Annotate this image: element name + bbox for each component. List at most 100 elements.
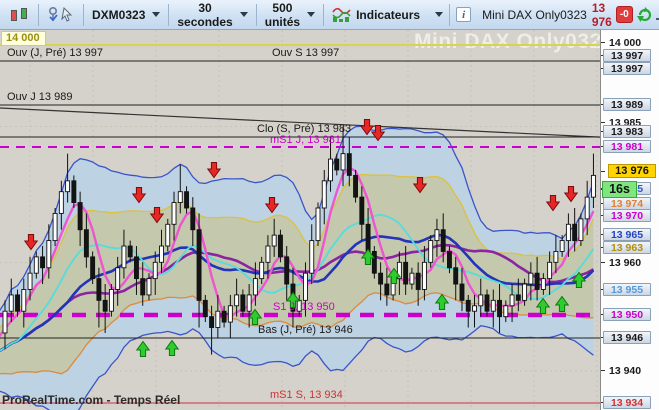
units-dropdown[interactable]: 500 unités: [258, 0, 322, 29]
candle-bear: [221, 310, 227, 323]
candle-bear: [484, 294, 490, 312]
axis-price-label: 13 946: [603, 330, 651, 344]
toolbar-separator: [83, 3, 84, 26]
buy-arrow-icon: [247, 308, 263, 325]
candle-bear: [202, 299, 208, 318]
candle-bear: [196, 229, 202, 301]
candle-bull: [309, 240, 315, 274]
price-chart-canvas[interactable]: [0, 30, 600, 410]
candle-bear: [365, 223, 371, 252]
candle-bear: [384, 283, 390, 296]
chevron-down-icon: [435, 12, 444, 17]
minimize-button[interactable]: [655, 5, 659, 25]
candle-bear: [459, 283, 465, 301]
chart-style-button[interactable]: [3, 2, 37, 28]
chevron-down-icon: [307, 12, 316, 17]
axis-price-label: 13 997: [603, 48, 651, 62]
candle-bull: [58, 191, 64, 214]
axis-tick: [601, 262, 605, 263]
indicators-button[interactable]: Indicateurs: [325, 2, 427, 28]
toolbar-separator: [449, 3, 451, 26]
candle-bull: [522, 283, 528, 301]
candle-bear: [77, 202, 83, 231]
candle-bull: [528, 272, 534, 285]
axis-price-label: 13 965: [603, 227, 651, 241]
buy-arrow-icon: [571, 271, 587, 288]
candle-bull: [490, 299, 496, 312]
ma-mid-cyan: [0, 213, 595, 352]
candle-bear: [184, 191, 189, 209]
sell-arrow-icon: [131, 187, 147, 204]
sell-arrow-icon: [370, 125, 386, 142]
axis-tick: [601, 122, 605, 123]
candle-bear: [96, 278, 102, 301]
candle-bear: [346, 153, 352, 176]
axis-tick: [601, 42, 605, 43]
level-label-box: 14 000: [1, 31, 46, 46]
axis-price-label: 14 000: [609, 36, 642, 49]
toolbar: DXM0323 30 secondes 500 unités Indicateu…: [0, 0, 659, 30]
toolbar-separator: [38, 3, 39, 26]
level-label: Ouv S 13 997: [272, 47, 340, 59]
sell-arrow-icon: [563, 186, 579, 203]
candle-bull: [321, 180, 327, 209]
candle-bear: [415, 272, 421, 290]
sell-arrow-icon: [149, 207, 165, 224]
axis-price-label: 13 989: [603, 97, 651, 111]
units-label: 500 unités: [264, 0, 301, 29]
candle-bear: [209, 316, 215, 328]
candle-bull: [590, 174, 596, 198]
bollinger-outer-upper: [0, 125, 595, 312]
candle-bull: [177, 191, 183, 204]
price-axis[interactable]: 14 000 13 985 13 960 13 940 13 997 13 997 13 9…: [600, 30, 659, 410]
buy-arrow-icon: [535, 297, 551, 314]
candle-bull: [46, 240, 52, 269]
candle-bull: [547, 261, 553, 280]
refresh-button[interactable]: [633, 2, 656, 28]
candle-bear: [190, 207, 196, 231]
candle-bear: [515, 294, 521, 301]
candle-bull: [409, 272, 415, 285]
candle-bull: [328, 158, 333, 182]
candle-bear: [83, 229, 89, 258]
axis-tick: [601, 370, 605, 371]
indicators-expand-button[interactable]: [427, 2, 448, 28]
candle-bull: [152, 261, 158, 280]
buy-arrow-icon: [135, 340, 151, 357]
timeframe-dropdown[interactable]: 30 secondes: [170, 1, 254, 29]
window-title: Mini DAX Only0323: [482, 7, 587, 22]
info-button[interactable]: i: [451, 2, 476, 28]
bar-countdown-label: 16s: [602, 180, 637, 198]
toolbar-separator: [255, 3, 257, 26]
axis-price-label: 13 997: [603, 61, 651, 75]
axis-price-label: 13 934: [603, 395, 651, 409]
candle-bull: [65, 180, 71, 193]
candle-bear: [465, 299, 471, 312]
chevron-down-icon: [239, 12, 248, 17]
level-label: mS1 S, 13 934: [270, 389, 343, 401]
cursor-tools-button[interactable]: [40, 2, 82, 28]
axis-tick: [601, 171, 605, 172]
candle-bear: [102, 299, 108, 312]
buy-arrow-icon: [285, 291, 301, 308]
candle-bull: [509, 294, 515, 307]
instrument-dropdown[interactable]: DXM0323: [85, 2, 167, 28]
chart-area[interactable]: Mini DAX Only0323 14 000 Ouv (J, Pré) 13 …: [0, 30, 600, 410]
buy-arrow-icon: [554, 295, 570, 312]
candle-bull: [340, 153, 346, 171]
candle-bull: [8, 294, 14, 312]
candle-bull: [315, 207, 321, 242]
change-badge: -0: [615, 6, 633, 23]
candle-bull: [303, 272, 308, 301]
candle-bull: [165, 223, 171, 247]
indicators-label: Indicateurs: [356, 7, 421, 22]
axis-price-label: 13 981: [603, 139, 651, 153]
footer-watermark: ProRealTime.com - Temps Réel: [2, 393, 181, 407]
candle-bear: [497, 299, 502, 318]
candle-bull: [171, 202, 177, 225]
axis-price-label: 13 955: [603, 282, 651, 296]
candle-bull: [265, 245, 271, 263]
chevron-down-icon: [152, 12, 161, 17]
candle-bear: [359, 196, 365, 225]
candle-bear: [353, 174, 359, 198]
